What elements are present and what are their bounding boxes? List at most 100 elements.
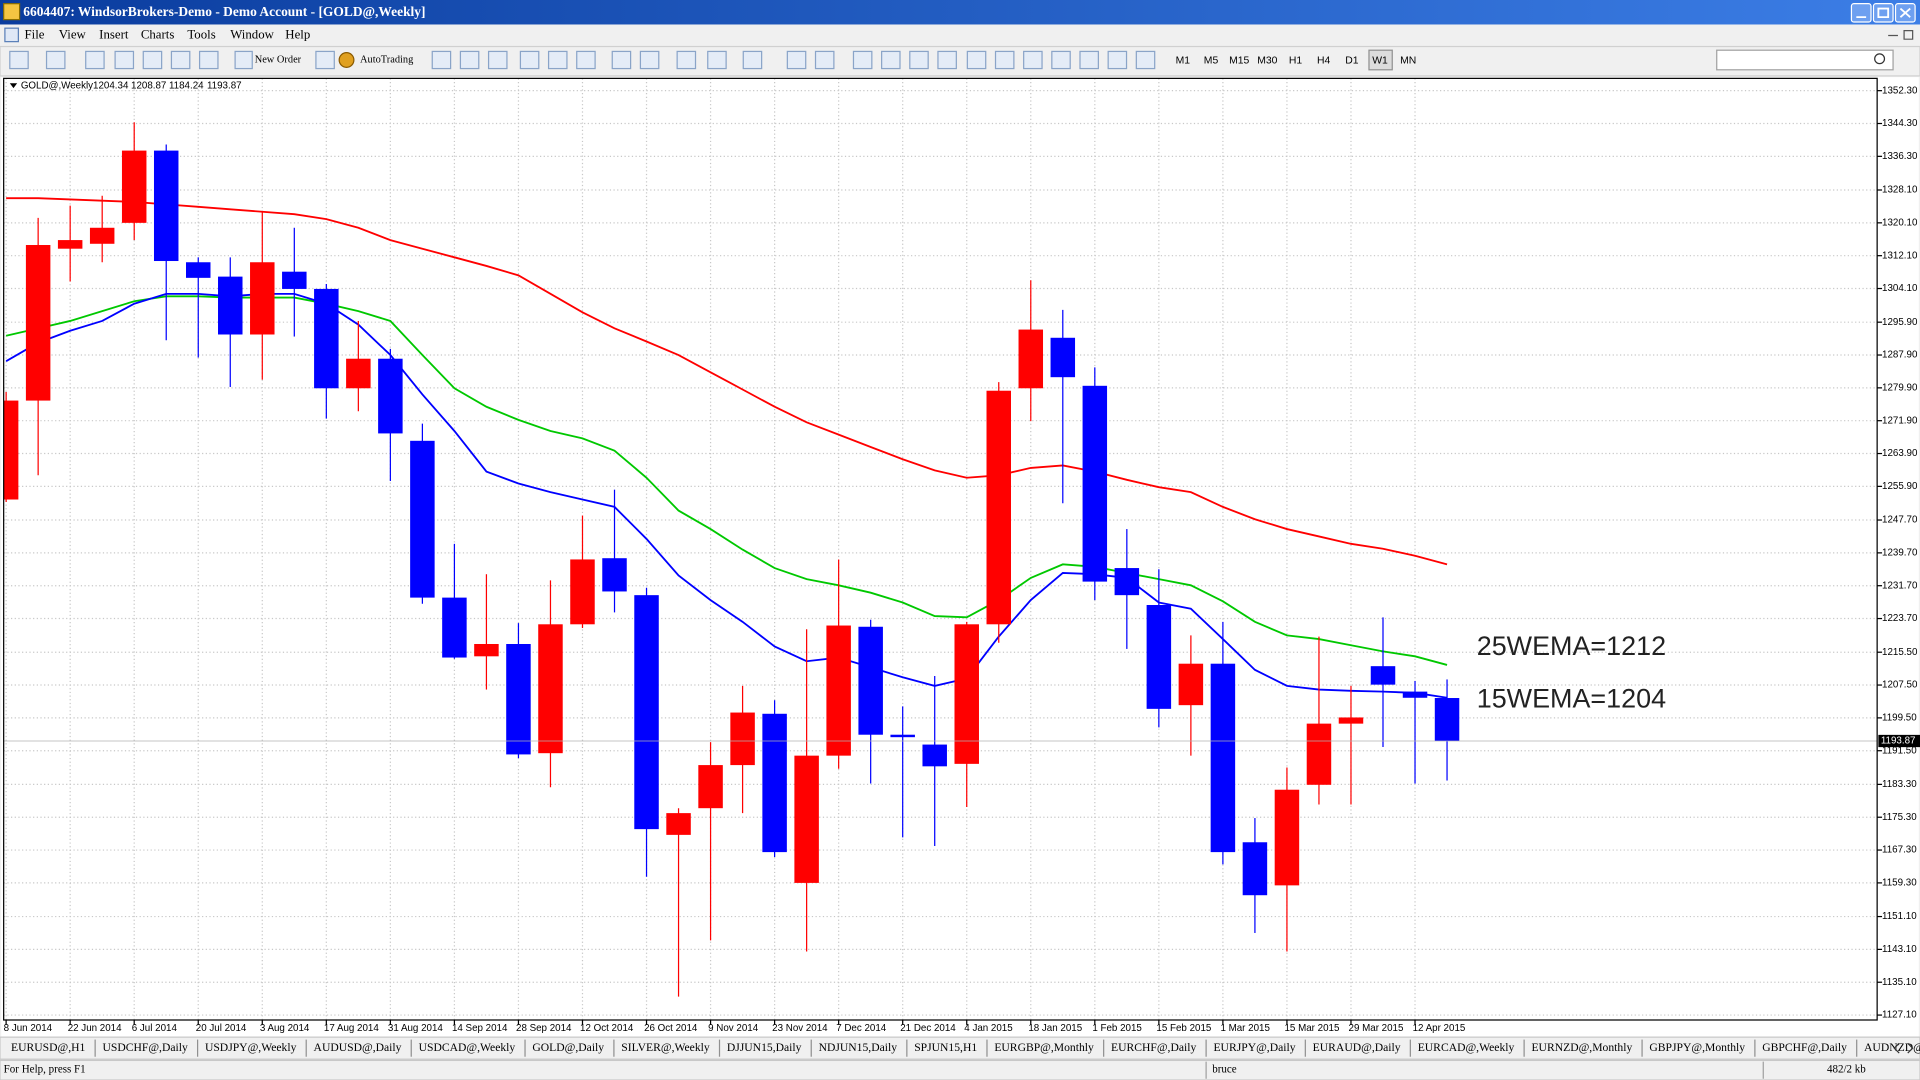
chart-tab[interactable]: GBPCHF@,Daily [1762,1041,1847,1054]
toolbar-button[interactable] [707,50,727,70]
chart-tab[interactable]: DJJUN15,Daily [727,1041,802,1054]
tab-scroll[interactable] [1893,1042,1914,1054]
toolbar-button[interactable] [198,50,219,70]
toolbar-button[interactable] [114,50,135,70]
toolbar-button[interactable] [814,50,835,70]
candle-body [282,271,307,289]
toolbar-button[interactable] [85,50,105,70]
candle-body [1114,568,1140,596]
chart-tab[interactable]: GOLD@,Daily [532,1041,604,1054]
toolbar-button[interactable] [1135,50,1156,70]
toolbar-button[interactable] [1051,50,1071,70]
chart-tab[interactable]: USDCHF@,Daily [102,1041,187,1054]
chart-tab[interactable]: GBPJPY@,Monthly [1649,1041,1745,1054]
timeframe-button[interactable]: M30 [1257,55,1277,66]
minimize-button[interactable] [1850,3,1872,23]
x-tick-label: 17 Aug 2014 [324,1023,379,1034]
chart-tab[interactable]: EURCAD@,Weekly [1418,1041,1515,1054]
chart-tab[interactable]: USDCAD@,Weekly [419,1041,516,1054]
y-tick-label: 1151.10 [1882,911,1917,922]
y-tick-label: 1336.30 [1882,151,1918,162]
status-bar [0,1059,1920,1080]
menu-item[interactable]: Insert [99,27,129,41]
toolbar-button[interactable] [994,50,1015,70]
toolbar-button[interactable] [786,50,807,70]
chart-tab[interactable]: EURGBP@,Monthly [994,1041,1094,1054]
menu-item[interactable]: File [24,27,44,41]
timeframe-button[interactable]: M15 [1229,55,1249,66]
candle-body [890,734,915,738]
menu-item[interactable]: Window [230,27,274,41]
title-bar [0,0,1920,25]
toolbar-button[interactable] [1107,50,1128,70]
timeframe-button[interactable]: W1 [1372,55,1388,66]
plot: 1127.10 1135.10 1143.10 1151.10 1159.30 1167.… [4,78,1920,1034]
toolbar-button[interactable] [45,50,66,70]
toolbar-button[interactable] [547,50,568,70]
toolbar-button[interactable] [459,50,480,70]
chart-tab[interactable]: SPJUN15,H1 [914,1041,977,1054]
candle-body [442,597,467,658]
toolbar-button[interactable] [676,50,697,70]
toolbar-button[interactable] [909,50,929,70]
timeframe-button[interactable]: M1 [1176,55,1191,66]
chart-tab[interactable]: SILVER@,Weekly [621,1041,710,1054]
toolbar-button[interactable] [937,50,957,70]
timeframe-button[interactable]: MN [1400,55,1416,66]
timeframe-button[interactable]: D1 [1345,55,1359,66]
toolbar-button[interactable] [431,50,452,70]
toolbar-button[interactable] [576,50,596,70]
toolbar-button[interactable] [315,50,335,70]
toolbar-button[interactable] [966,50,987,70]
toolbar-button[interactable] [639,50,660,70]
candle-body [1402,691,1428,698]
timeframe-button[interactable]: M5 [1204,55,1219,66]
candle-body [1370,666,1396,685]
candle-body [794,755,819,883]
menu-item[interactable]: Charts [141,27,175,41]
chart-menu-arrow[interactable] [9,83,18,89]
toolbar-button[interactable] [1079,50,1099,70]
candle-body [922,744,947,767]
window-buttons [1850,3,1916,23]
candle-body [1274,789,1300,886]
chart-tab[interactable]: AUDNZD@ [1864,1041,1920,1054]
chart-tab[interactable]: EURUSD@,H1 [11,1041,86,1054]
toolbar-button[interactable] [852,50,873,70]
toolbar-button[interactable] [487,50,508,70]
y-tick-label: 1167.30 [1882,845,1917,856]
chart-tab[interactable]: NDJUN15,Daily [819,1041,898,1054]
toolbar-button[interactable] [519,50,540,70]
toolbar-button[interactable] [742,50,763,70]
chart-tab[interactable]: AUDUSD@,Daily [314,1041,402,1054]
candle-body [986,390,1011,625]
toolbar-button[interactable] [881,50,901,70]
chart-tab[interactable]: EURCHF@,Daily [1111,1041,1196,1054]
toolbar-button[interactable] [234,50,253,70]
toolbar-button[interactable] [611,50,632,70]
candle-body [121,150,147,223]
timeframe-button[interactable]: H1 [1289,55,1303,66]
toolbar-button[interactable] [9,50,29,70]
menu-item[interactable]: Help [285,27,310,41]
autotrading-button[interactable]: AutoTrading [360,54,413,65]
new-order-button[interactable]: New Order [255,54,302,65]
window-title: 6604407: WindsorBrokers-Demo - Demo Acco… [23,4,425,19]
toolbar-button[interactable] [142,50,163,70]
chart-tab[interactable]: USDJPY@,Weekly [205,1041,297,1054]
y-tick-label: 1183.30 [1882,779,1917,790]
menu: File View Insert Charts Tools Window Help [24,27,310,41]
chart-tab[interactable]: EURJPY@,Daily [1213,1041,1295,1054]
autotrading-icon [338,52,355,68]
chart-tab[interactable]: EURNZD@,Monthly [1531,1041,1632,1054]
toolbar-button[interactable] [170,50,191,70]
candle-body [57,240,83,249]
search-box[interactable] [1716,49,1894,71]
candle-body [410,440,435,598]
menu-item[interactable]: View [59,27,87,41]
menu-item[interactable]: Tools [187,27,215,41]
chart-tab[interactable]: EURAUD@,Daily [1313,1041,1401,1054]
timeframe-button[interactable]: H4 [1317,55,1331,66]
maximize-button[interactable] [1872,3,1894,23]
toolbar-button[interactable] [1023,50,1043,70]
